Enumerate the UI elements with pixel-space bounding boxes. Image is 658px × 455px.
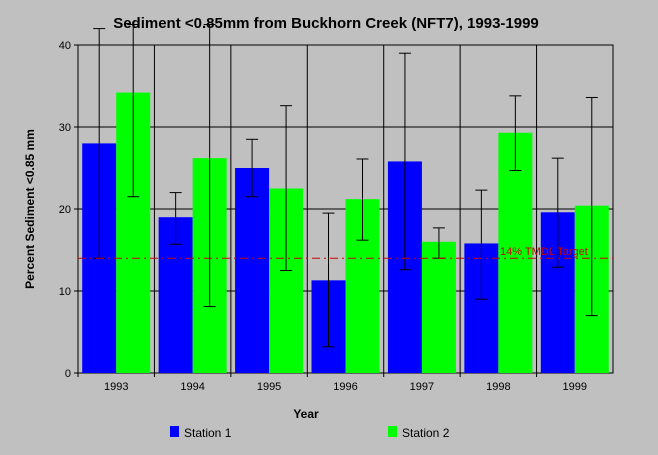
x-tick-label: 1997 xyxy=(410,381,434,393)
x-tick-label: 1999 xyxy=(563,381,587,393)
legend: Station 1 Station 2 xyxy=(170,426,450,440)
bar xyxy=(421,241,456,373)
y-axis-ticks: 0 10 20 30 40 xyxy=(59,40,78,380)
bar xyxy=(498,132,533,373)
y-tick-label: 30 xyxy=(59,122,71,134)
x-tick-label: 1996 xyxy=(333,381,357,393)
legend-label: Station 2 xyxy=(402,426,450,440)
y-tick-label: 0 xyxy=(65,368,71,380)
x-tick-label: 1994 xyxy=(180,381,204,393)
y-axis-label: Percent Sediment <0.85 mm xyxy=(23,129,37,289)
chart-title: Sediment <0.85mm from Buckhorn Creek (NF… xyxy=(113,15,539,32)
y-tick-label: 40 xyxy=(59,40,71,52)
reference-line-group: 14% TMDL Target xyxy=(78,246,613,259)
x-axis-label: Year xyxy=(293,407,319,421)
legend-label: Station 1 xyxy=(184,426,232,440)
x-tick-label: 1995 xyxy=(257,381,281,393)
bar xyxy=(235,168,270,373)
x-tick-label: 1993 xyxy=(104,381,128,393)
legend-swatch xyxy=(170,426,179,437)
x-axis-ticks: 1993 1994 1995 1996 1997 1998 1999 xyxy=(77,373,587,393)
reference-line-label: 14% TMDL Target xyxy=(500,246,588,258)
x-tick-label: 1998 xyxy=(486,381,510,393)
legend-swatch xyxy=(388,426,397,437)
y-tick-label: 20 xyxy=(59,204,71,216)
y-tick-label: 10 xyxy=(59,286,71,298)
